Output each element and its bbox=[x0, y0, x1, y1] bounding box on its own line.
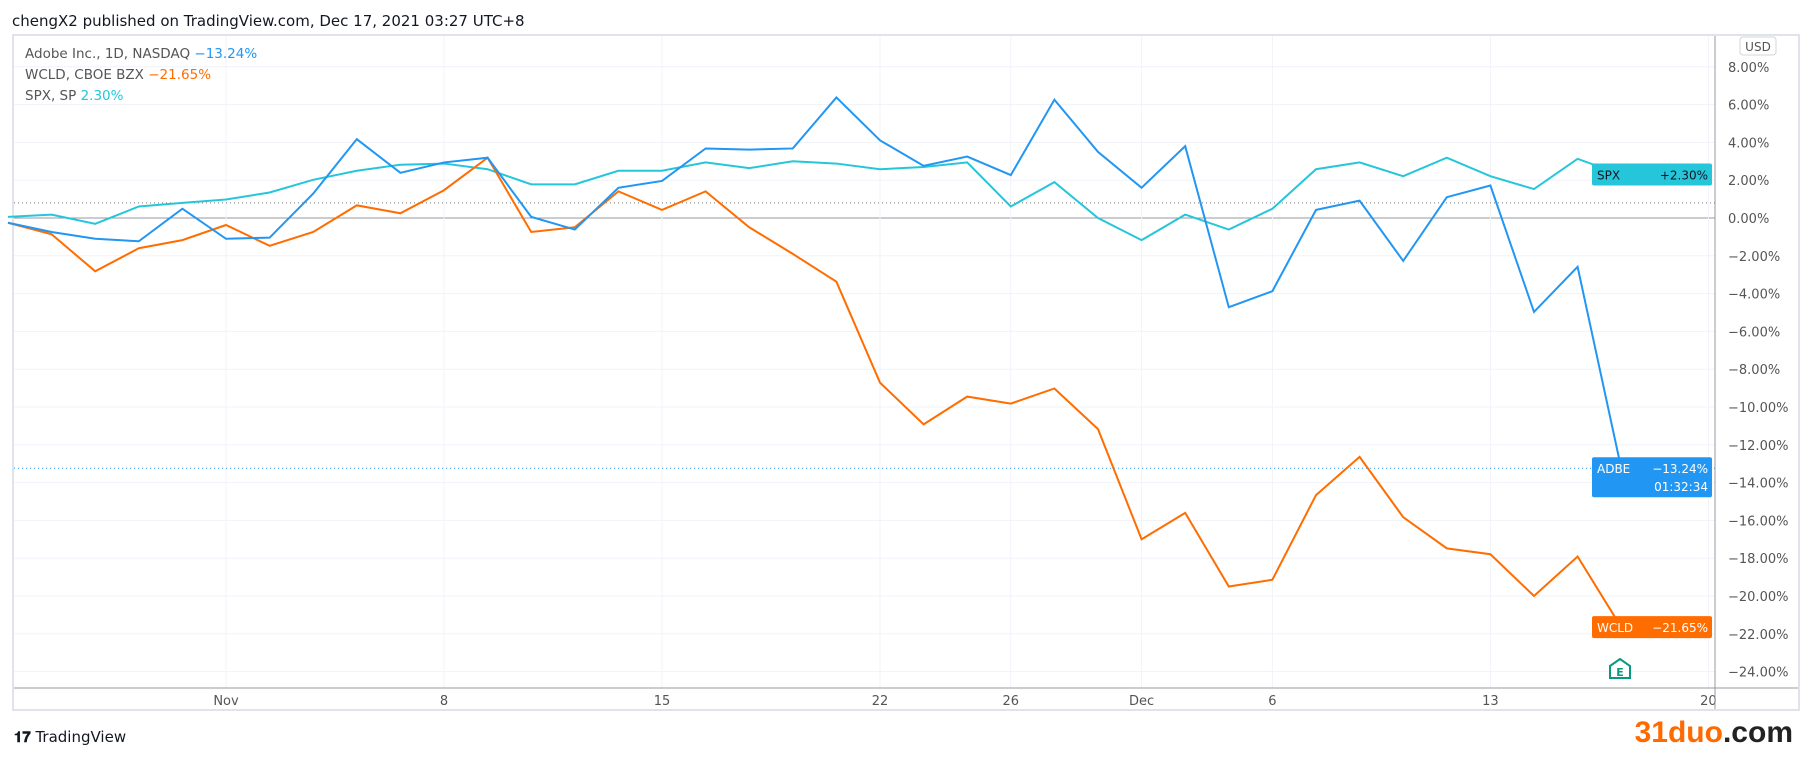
legend-wcld[interactable]: WCLD, CBOE BZX −21.65% bbox=[25, 67, 211, 83]
legend-wcld-value: −21.65% bbox=[148, 67, 212, 83]
x-tick-label: Nov bbox=[213, 694, 239, 709]
y-tick-label: 2.00% bbox=[1728, 174, 1769, 189]
y-tick-label: −20.00% bbox=[1728, 590, 1788, 605]
price-label-adbe bbox=[1592, 457, 1712, 498]
y-tick-label: −8.00% bbox=[1728, 363, 1780, 378]
y-tick-label: −22.00% bbox=[1728, 628, 1788, 643]
brand-label: TradingView bbox=[35, 728, 127, 746]
x-tick-label: 26 bbox=[1003, 694, 1020, 709]
y-tick-label: −6.00% bbox=[1728, 325, 1780, 340]
x-tick-label: 8 bbox=[440, 694, 448, 709]
legend-spx-name: SPX, SP bbox=[25, 88, 77, 104]
price-label-ticker: SPX bbox=[1597, 169, 1620, 183]
legend-wcld-name: WCLD, CBOE BZX bbox=[25, 67, 144, 83]
y-tick-label: −14.00% bbox=[1728, 477, 1788, 492]
x-tick-label: 20 bbox=[1700, 694, 1717, 709]
publish-header: chengX2 published on TradingView.com, De… bbox=[12, 12, 525, 30]
price-label-spx bbox=[1592, 163, 1712, 186]
tv-logo-icon: 𝟏𝟕 bbox=[14, 728, 31, 746]
legend-adbe-value: −13.24% bbox=[194, 46, 258, 62]
x-tick-label: 15 bbox=[654, 694, 671, 709]
series-line-wcld bbox=[7, 156, 1623, 628]
x-tick-label: 13 bbox=[1482, 694, 1499, 709]
currency-label: USD bbox=[1745, 40, 1771, 54]
tradingview-logo[interactable]: 𝟏𝟕 TradingView bbox=[14, 728, 126, 746]
y-tick-label: 4.00% bbox=[1728, 136, 1769, 151]
y-tick-label: −16.00% bbox=[1728, 514, 1788, 529]
y-tick-label: −2.00% bbox=[1728, 250, 1780, 265]
price-label-value: −21.65% bbox=[1652, 621, 1708, 635]
y-tick-label: −24.00% bbox=[1728, 666, 1788, 681]
legend-spx-value: 2.30% bbox=[80, 88, 124, 104]
currency-badge bbox=[1739, 36, 1777, 56]
price-label-wcld bbox=[1592, 616, 1712, 639]
countdown-timer: 01:32:34 bbox=[1654, 480, 1708, 494]
watermark-domain: .com bbox=[1722, 716, 1793, 749]
x-tick-label: Dec bbox=[1129, 694, 1154, 709]
y-tick-label: 8.00% bbox=[1728, 61, 1769, 76]
y-tick-label: −18.00% bbox=[1728, 552, 1788, 567]
y-tick-label: 0.00% bbox=[1728, 212, 1769, 227]
legend-adbe[interactable]: Adobe Inc., 1D, NASDAQ −13.24% bbox=[25, 46, 257, 62]
series-line-spx bbox=[7, 156, 1622, 242]
x-tick-label: 22 bbox=[872, 694, 889, 709]
legend-spx[interactable]: SPX, SP 2.30% bbox=[25, 88, 123, 104]
x-tick-label: 6 bbox=[1268, 694, 1276, 709]
chart-frame bbox=[12, 34, 1800, 711]
price-label-ticker: ADBE bbox=[1597, 462, 1630, 476]
watermark: 31duo.com bbox=[1635, 716, 1793, 750]
y-tick-label: −4.00% bbox=[1728, 288, 1780, 303]
price-label-ticker: WCLD bbox=[1597, 621, 1633, 635]
watermark-main: 31duo bbox=[1634, 716, 1723, 749]
price-label-value: +2.30% bbox=[1660, 169, 1708, 183]
earnings-marker-label: E bbox=[1616, 666, 1624, 679]
price-label-value: −13.24% bbox=[1652, 462, 1708, 476]
earnings-icon bbox=[1609, 657, 1631, 679]
y-tick-label: −10.00% bbox=[1728, 401, 1788, 416]
series-line-adbe bbox=[7, 95, 1623, 469]
legend-adbe-name: Adobe Inc., 1D, NASDAQ bbox=[25, 46, 191, 62]
y-tick-label: −12.00% bbox=[1728, 439, 1788, 454]
y-tick-label: 6.00% bbox=[1728, 99, 1769, 114]
